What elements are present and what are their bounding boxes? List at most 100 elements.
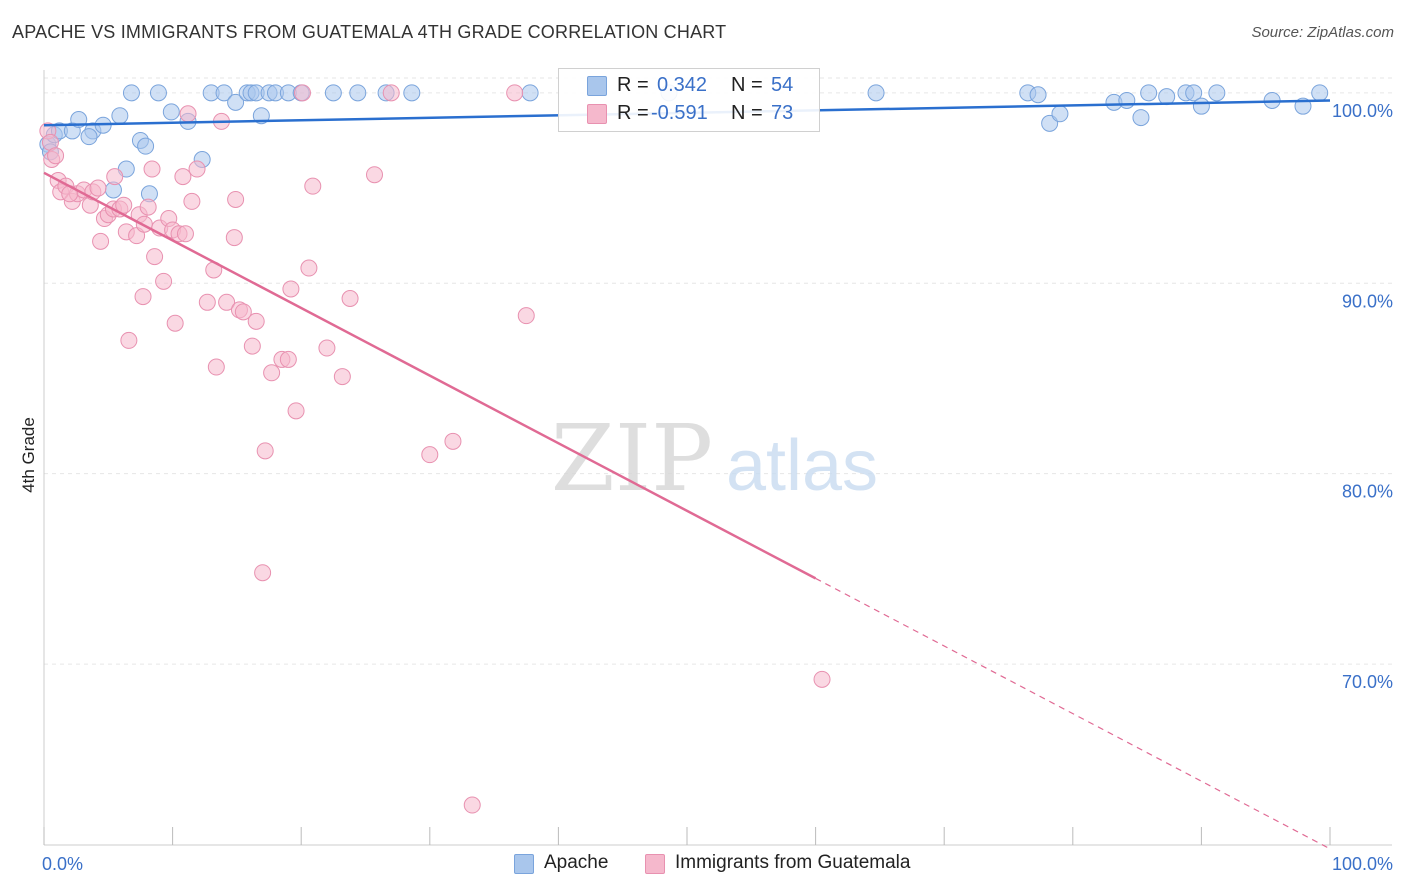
apache-point-33: [403, 84, 421, 102]
guatemala-point-49: [254, 564, 272, 582]
guatemala-point-65: [517, 307, 535, 325]
guatemala-point-40: [207, 358, 225, 376]
guatemala-point-43: [225, 229, 243, 247]
apache-point-42: [1118, 91, 1136, 109]
guatemala-point-48: [247, 312, 265, 330]
apache-point-48: [1208, 84, 1226, 102]
guatemala-point-18: [115, 196, 133, 214]
axes: [43, 70, 1392, 846]
guatemala-point-11: [89, 179, 107, 197]
legend-swatch-guatemala: [645, 854, 665, 874]
guatemala-point-62: [421, 446, 439, 464]
source-label[interactable]: Source: ZipAtlas.com: [1251, 24, 1394, 41]
apache-point-46: [1185, 84, 1203, 102]
guatemala-point-37: [188, 160, 206, 178]
apache-point-51: [1311, 84, 1329, 102]
apache-point-20: [215, 84, 233, 102]
guatemala-trend-line-extension: [815, 577, 1331, 850]
guatemala-point-70: [279, 350, 297, 368]
guatemala-point-25: [139, 198, 157, 216]
legend-swatch-guatemala: [587, 104, 607, 124]
y-tick-label-3: 70.0%: [1342, 672, 1393, 692]
guatemala-point-50: [256, 442, 274, 460]
guatemala-point-24: [134, 288, 152, 306]
apache-point-21: [227, 93, 245, 111]
guatemala-point-51: [263, 364, 281, 382]
guatemala-point-71: [382, 84, 400, 102]
guatemala-point-66: [813, 670, 831, 688]
correlation-legend: R = 0.342 N = 54 R = -0.591 N = 73: [558, 68, 820, 132]
apache-point-17: [122, 84, 140, 102]
guatemala-point-42: [218, 293, 236, 311]
guatemala-trend-line: [43, 171, 817, 580]
watermark: ZIP atlas: [551, 405, 878, 512]
guatemala-point-26: [143, 160, 161, 178]
apache-point-43: [1140, 84, 1158, 102]
guatemala-point-72: [47, 147, 65, 165]
y-tick-label-2: 80.0%: [1342, 482, 1393, 502]
guatemala-point-53: [282, 280, 300, 298]
legend-r-value: 0.342: [657, 74, 708, 96]
guatemala-point-63: [444, 432, 462, 450]
legend-row-apache: R = 0.342 N = 54: [559, 72, 819, 100]
apache-point-47: [1192, 97, 1210, 115]
legend-n-value: 73: [771, 102, 794, 124]
apache-point-14: [162, 103, 180, 121]
apache-point-12: [137, 137, 155, 155]
guatemala-point-44: [227, 190, 245, 208]
guatemala-point-68: [179, 105, 197, 123]
legend-r-value: -0.591: [651, 102, 708, 124]
legend-r-label: R =: [617, 102, 649, 124]
apache-point-40: [1051, 105, 1069, 123]
x-tick-label-0: 0.0%: [42, 854, 83, 874]
legend-swatch-apache: [587, 76, 607, 96]
watermark-zip: ZIP: [551, 405, 713, 512]
legend-n-label: N =: [731, 102, 763, 124]
guatemala-point-20: [120, 331, 138, 349]
legend-label-apache: Apache: [544, 852, 609, 873]
guatemala-point-57: [304, 177, 322, 195]
x-tick-labels: 0.0% 100.0%: [42, 854, 1393, 874]
guatemala-point-36: [183, 192, 201, 210]
legend-n-value: 54: [771, 74, 794, 96]
legend-n-label: N =: [731, 74, 763, 96]
y-axis-label: 4th Grade: [19, 417, 38, 493]
guatemala-point-35: [176, 225, 194, 243]
apache-point-38: [1029, 86, 1047, 104]
y-tick-label-0: 100.0%: [1332, 101, 1393, 121]
grid-lines: [44, 77, 1392, 665]
guatemala-point-16: [106, 168, 124, 186]
chart-title: APACHE VS IMMIGRANTS FROM GUATEMALA 4TH …: [12, 22, 727, 42]
guatemala-point-55: [293, 84, 311, 102]
apache-point-18: [149, 84, 167, 102]
x-tick-label-1: 100.0%: [1332, 854, 1393, 874]
legend-swatch-apache: [514, 854, 534, 874]
apache-point-36: [867, 84, 885, 102]
guatemala-point-56: [300, 259, 318, 277]
watermark-atlas: atlas: [726, 426, 878, 506]
guatemala-point-59: [333, 368, 351, 386]
apache-point-34: [521, 84, 539, 102]
legend-label-guatemala: Immigrants from Guatemala: [675, 852, 911, 873]
guatemala-point-54: [287, 402, 305, 420]
guatemala-point-46: [234, 303, 252, 321]
guatemala-point-61: [366, 166, 384, 184]
guatemala-point-58: [318, 339, 336, 357]
apache-point-25: [252, 107, 270, 125]
apache-point-8: [80, 128, 98, 146]
guatemala-point-47: [243, 337, 261, 355]
apache-point-7: [111, 107, 129, 125]
guatemala-point-12: [92, 232, 110, 250]
legend-row-guatemala: R = -0.591 N = 73: [559, 100, 819, 128]
y-tick-labels: 100.0% 90.0% 80.0% 70.0%: [1332, 101, 1393, 692]
apache-point-31: [349, 84, 367, 102]
apache-point-30: [324, 84, 342, 102]
guatemala-point-27: [146, 248, 164, 266]
guatemala-point-60: [341, 290, 359, 308]
apache-point-52: [1132, 109, 1150, 127]
y-tick-label-1: 90.0%: [1342, 291, 1393, 311]
guatemala-point-32: [166, 314, 184, 332]
guatemala-point-34: [174, 168, 192, 186]
guatemala-point-67: [463, 796, 481, 814]
